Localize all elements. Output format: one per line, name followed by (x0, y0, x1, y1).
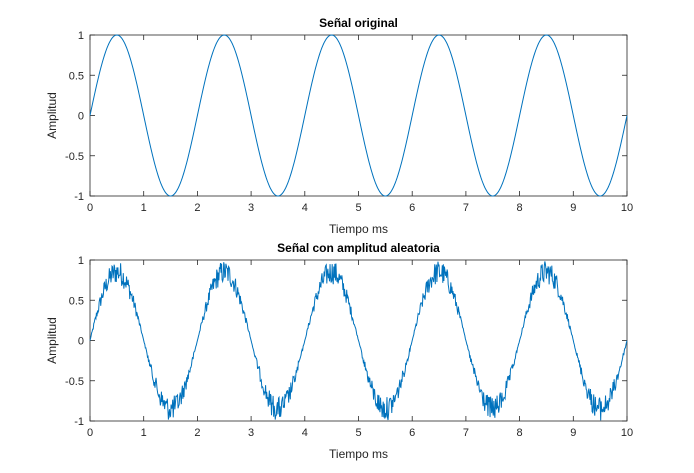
x-tick-label: 3 (248, 427, 254, 439)
x-tick-label: 0 (87, 202, 93, 214)
plot-random-amplitude-signal: Señal con amplitud aleatoria 0 1 2 3 4 5 6 7 8 9 1… (45, 241, 633, 461)
x-tick-label: 3 (248, 202, 254, 214)
y-tick-label: -1 (74, 416, 84, 428)
x-tick-label: 5 (355, 202, 361, 214)
tick-group: 0 1 2 3 4 5 6 7 8 9 10 -1 -0.5 0 0.5 1 (65, 255, 633, 439)
series-line (89, 34, 628, 197)
tick-group: 0 1 2 3 4 5 6 7 8 9 10 -1 -0.5 0 0.5 1 (65, 30, 633, 214)
chart-title: Señal original (319, 16, 398, 30)
y-tick-label: 0.5 (69, 295, 84, 307)
x-tick-label: 10 (621, 427, 633, 439)
y-axis-label: Amplitud (45, 317, 59, 364)
y-tick-label: -0.5 (65, 151, 84, 163)
x-tick-label: 2 (194, 427, 200, 439)
y-tick-label: -0.5 (65, 376, 84, 388)
x-tick-label: 1 (141, 202, 147, 214)
x-tick-label: 4 (302, 202, 308, 214)
x-tick-label: 6 (409, 427, 415, 439)
x-tick-label: 9 (570, 427, 576, 439)
x-tick-label: 1 (141, 427, 147, 439)
x-tick-label: 2 (194, 202, 200, 214)
y-tick-label: 1 (78, 30, 84, 42)
x-tick-label: 4 (302, 427, 308, 439)
y-tick-label: 1 (78, 255, 84, 267)
x-tick-label: 10 (621, 202, 633, 214)
y-axis-label: Amplitud (45, 92, 59, 139)
plot-original-signal: Señal original 0 1 2 3 4 5 6 7 8 9 10 -1 -0.5 0 0.5 1 T… (45, 16, 633, 236)
x-tick-label: 0 (87, 427, 93, 439)
x-tick-label: 6 (409, 202, 415, 214)
x-tick-label: 9 (570, 202, 576, 214)
x-tick-label: 8 (517, 427, 523, 439)
chart-title: Señal con amplitud aleatoria (277, 241, 440, 255)
y-tick-label: 0 (78, 336, 84, 348)
x-axis-label: Tiempo ms (329, 447, 388, 461)
x-tick-label: 7 (463, 427, 469, 439)
x-tick-label: 8 (517, 202, 523, 214)
x-axis-label: Tiempo ms (329, 222, 388, 236)
x-tick-label: 5 (355, 427, 361, 439)
y-tick-label: -1 (74, 191, 84, 203)
x-tick-label: 7 (463, 202, 469, 214)
y-tick-label: 0 (78, 111, 84, 123)
y-tick-label: 0.5 (69, 70, 84, 82)
series-line (89, 261, 628, 421)
